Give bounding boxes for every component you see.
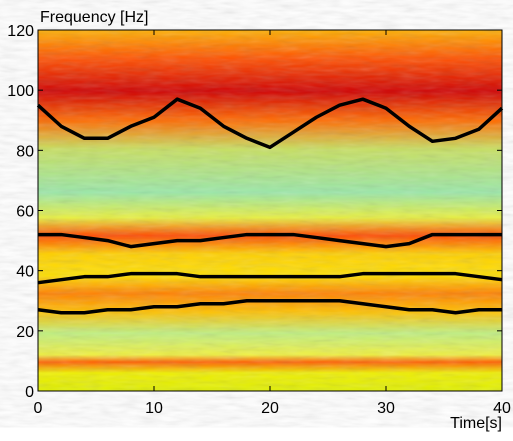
y-tick-label: 120 bbox=[7, 23, 34, 40]
ridge-line bbox=[37, 299, 502, 315]
y-axis-label: Frequency [Hz] bbox=[40, 9, 148, 26]
y-tick-label: 40 bbox=[16, 264, 34, 281]
y-tick-label: 80 bbox=[16, 143, 34, 160]
x-tick-label: 0 bbox=[34, 400, 43, 417]
y-tick-label: 100 bbox=[7, 83, 34, 100]
ridge-line bbox=[38, 232, 502, 249]
x-tick-label: 20 bbox=[261, 400, 279, 417]
x-tick-label: 40 bbox=[493, 400, 511, 417]
y-tick-label: 0 bbox=[25, 384, 34, 401]
ridge-line bbox=[36, 97, 504, 150]
x-tick-label: 10 bbox=[145, 400, 163, 417]
y-tick-label: 60 bbox=[16, 204, 34, 221]
ridge-line bbox=[37, 271, 503, 285]
x-axis-label: Time[s] bbox=[450, 415, 502, 432]
y-tick-label: 20 bbox=[16, 324, 34, 341]
texture bbox=[38, 30, 502, 391]
x-tick-label: 30 bbox=[377, 400, 395, 417]
